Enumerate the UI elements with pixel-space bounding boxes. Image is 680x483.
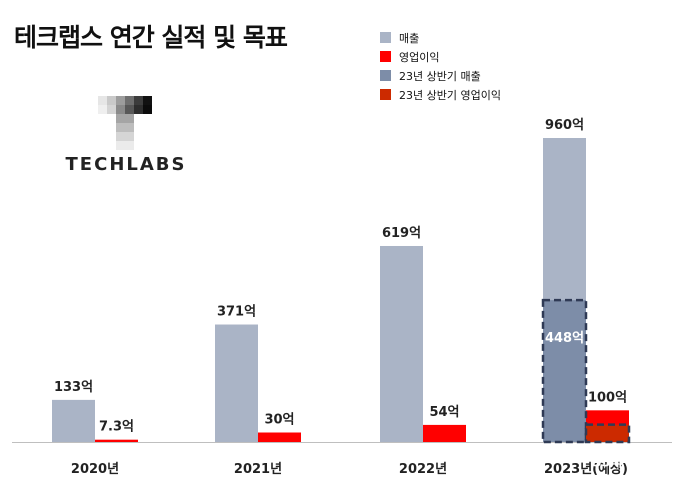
revenue-label-2: 619억 — [382, 226, 421, 241]
x-tick-label-0: 2020년 — [71, 462, 119, 477]
legend-swatch-revenue — [380, 32, 391, 43]
legend-swatch-profit — [380, 51, 391, 62]
legend-label-h1-profit: 23년 상반기 영업이익 — [399, 88, 501, 102]
techlabs-logo: TECHLABS — [62, 96, 190, 182]
profit-bar-1 — [258, 432, 301, 442]
profit-label-2: 54억 — [429, 405, 459, 420]
x-tick-label-3: 2023년(예상) — [544, 461, 628, 477]
revenue-label-0: 133억 — [54, 380, 93, 395]
chart-legend: 매출 영업이익 23년 상반기 매출 23년 상반기 영업이익 — [380, 28, 620, 104]
techlabs-logo-mark-icon — [98, 96, 152, 150]
techlabs-logo-text: TECHLABS — [65, 154, 187, 175]
chart-title: 테크랩스 연간 실적 및 목표 — [14, 23, 288, 52]
legend-item-h1-profit: 23년 상반기 영업이익 — [380, 85, 620, 104]
revenue-bar-1 — [215, 324, 258, 442]
revenue-bar-2 — [380, 245, 423, 442]
h1-overlay-bar-0 — [541, 298, 588, 444]
revenue-label-1: 371억 — [217, 305, 256, 320]
h1-overlay-label-1: 55억 — [592, 456, 622, 471]
legend-item-revenue: 매출 — [380, 28, 620, 47]
profit-label-0: 7.3억 — [99, 420, 134, 435]
h1-overlay-label-0: 448억 — [545, 331, 584, 346]
revenue-bar-0 — [52, 399, 95, 442]
x-tick-label-1: 2021년 — [234, 462, 282, 477]
revenue-label-3: 960억 — [545, 118, 584, 133]
legend-label-profit: 영업이익 — [399, 50, 440, 64]
legend-swatch-h1-profit — [380, 89, 391, 100]
legend-swatch-h1-revenue — [380, 70, 391, 81]
profit-label-1: 30억 — [264, 413, 294, 428]
profit-label-3: 100억 — [588, 390, 627, 405]
profit-bar-2 — [423, 424, 466, 442]
x-tick-label-2: 2022년 — [399, 462, 447, 477]
legend-label-h1-revenue: 23년 상반기 매출 — [399, 69, 481, 83]
legend-item-profit: 영업이익 — [380, 47, 620, 66]
legend-item-h1-revenue: 23년 상반기 매출 — [380, 66, 620, 85]
h1-overlay-bar-1 — [584, 423, 631, 444]
profit-bar-0 — [95, 439, 138, 442]
legend-label-revenue: 매출 — [399, 31, 420, 45]
